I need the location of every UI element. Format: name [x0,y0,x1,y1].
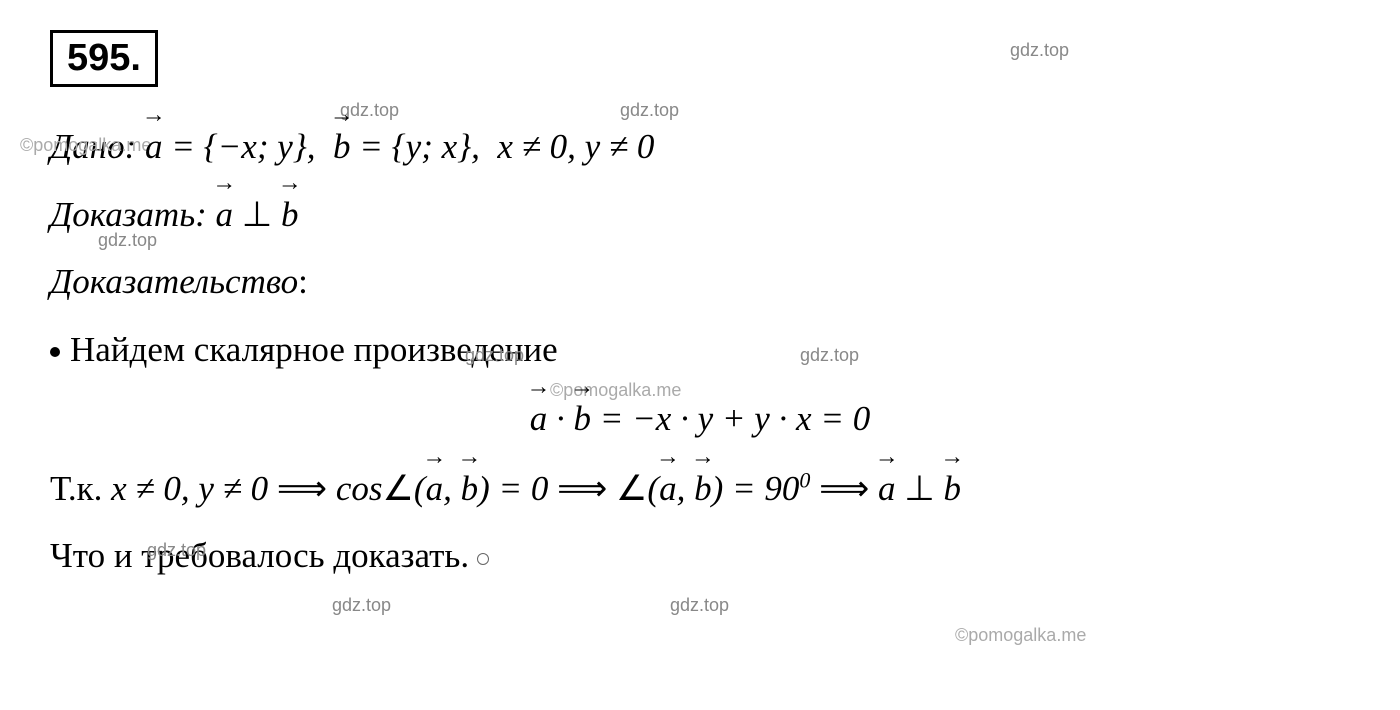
watermark-gdz-6: gdz.top [800,340,859,371]
given-line: Дано: a = {−x; y}, b = {y; x}, x ≠ 0, y … [50,117,1350,177]
step2-line: Т.к. x ≠ 0, y ≠ 0 ⟹ cos∠(a, b) = 0 ⟹ ∠(a… [50,459,1350,519]
qed-circle-icon [477,553,489,565]
watermark-gdz-9: gdz.top [670,590,729,621]
problem-number: 595. [50,30,158,87]
proof-label-line: Доказательство: [50,252,1350,312]
watermark-gdz-3: gdz.top [620,100,679,121]
conclusion-text: Что и требовалось доказать. [50,536,469,575]
watermark-gdz-5: gdz.top [465,340,524,371]
watermark-gdz-7: gdz.top [147,535,206,566]
watermark-pomogalka-3: ©pomogalka.me [955,620,1086,651]
step1-line: Найдем скалярное произведение [50,320,1350,380]
proof-colon: : [298,262,308,301]
prove-line: Доказать: a ⊥ b [50,185,1350,245]
watermark-pomogalka-1: ©pomogalka.me [20,135,151,156]
watermark-gdz-4: gdz.top [98,225,157,256]
watermark-gdz-8: gdz.top [332,590,391,621]
bullet-icon [50,347,60,357]
watermark-gdz-1: gdz.top [1010,40,1069,61]
conclusion-line: Что и требовалось доказать. [50,526,1350,586]
step2-prefix: Т.к. [50,469,111,508]
content-area: Дано: a = {−x; y}, b = {y; x}, x ≠ 0, y … [50,117,1350,586]
proof-label: Доказательство [50,262,298,301]
